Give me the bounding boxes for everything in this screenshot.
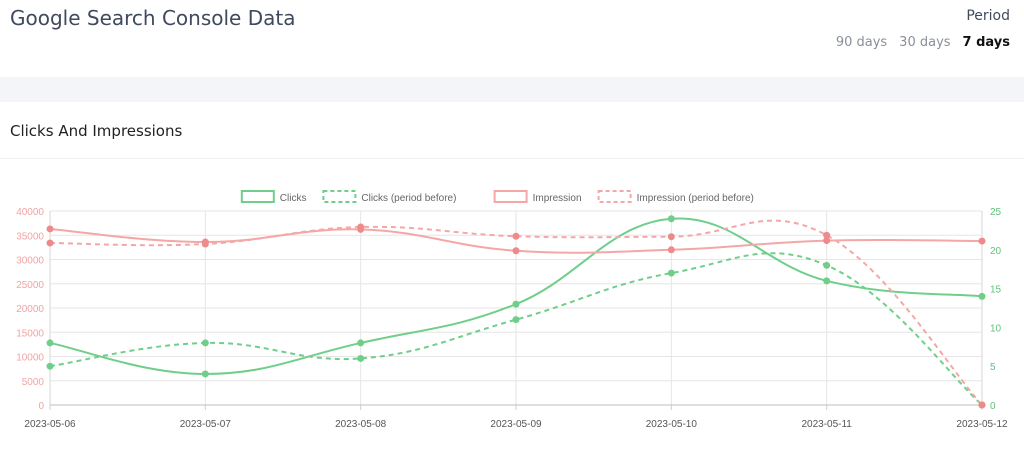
legend-item-clicks[interactable]: Clicks bbox=[240, 190, 307, 204]
y-right-tick-label: 10 bbox=[990, 323, 1002, 334]
data-point-impression-period-before bbox=[357, 223, 365, 231]
data-point-impression bbox=[978, 237, 986, 245]
legend-label: Impression (period before) bbox=[637, 193, 754, 204]
legend-item-impression-period-before[interactable]: Impression (period before) bbox=[597, 190, 754, 204]
data-point-clicks-period-before bbox=[512, 316, 520, 324]
y-right-tick-label: 20 bbox=[990, 246, 1002, 257]
data-point-clicks bbox=[823, 277, 831, 285]
data-point-impression-period-before bbox=[512, 232, 520, 240]
legend-label: Clicks bbox=[280, 193, 307, 204]
data-point-clicks bbox=[512, 300, 520, 308]
data-point-impression bbox=[512, 247, 520, 255]
section-separator-band bbox=[0, 77, 1024, 102]
period-option-30-days[interactable]: 30 days bbox=[899, 35, 951, 50]
legend-item-impression[interactable]: Impression bbox=[493, 190, 582, 204]
data-point-impression-period-before bbox=[46, 239, 54, 247]
y-left-tick-label: 40000 bbox=[16, 207, 44, 218]
page-header: Google Search Console Data Period 90 day… bbox=[0, 0, 1024, 77]
y-left-tick-label: 35000 bbox=[16, 231, 44, 242]
x-tick-label: 2023-05-07 bbox=[180, 419, 232, 430]
data-point-clicks-period-before bbox=[46, 362, 54, 370]
x-tick-label: 2023-05-06 bbox=[24, 419, 76, 430]
period-label: Period bbox=[966, 8, 1010, 24]
data-point-impression bbox=[823, 237, 831, 245]
y-right-tick-label: 0 bbox=[990, 401, 996, 412]
data-point-impression-period-before bbox=[978, 401, 986, 409]
data-point-impression-period-before bbox=[667, 233, 675, 241]
clicks-impressions-chart: 0 5000 10000 15000 20000 25000 30000 35000 40000… bbox=[16, 190, 1008, 430]
data-point-clicks bbox=[357, 339, 365, 347]
data-point-impression bbox=[46, 225, 54, 233]
y-left-tick-label: 0 bbox=[38, 401, 44, 412]
period-option-90-days[interactable]: 90 days bbox=[835, 35, 888, 50]
x-tick-label: 2023-05-12 bbox=[956, 419, 1008, 430]
data-point-clicks bbox=[667, 215, 675, 223]
y-left-tick-label: 5000 bbox=[22, 377, 45, 388]
y-left-tick-label: 30000 bbox=[16, 256, 44, 267]
x-tick-label: 2023-05-08 bbox=[335, 419, 387, 430]
section-title: Clicks And Impressions bbox=[10, 122, 183, 140]
legend-swatch bbox=[493, 190, 528, 203]
y-left-tick-label: 10000 bbox=[16, 353, 44, 364]
data-point-clicks-period-before bbox=[823, 261, 831, 269]
data-point-clicks-period-before bbox=[667, 269, 675, 277]
legend-item-clicks-period-before[interactable]: Clicks (period before) bbox=[322, 190, 456, 204]
legend-swatch bbox=[597, 190, 632, 203]
data-point-impression bbox=[667, 246, 675, 254]
y-left-tick-label: 20000 bbox=[16, 304, 44, 315]
legend-label: Impression bbox=[533, 193, 582, 204]
data-point-impression-period-before bbox=[201, 240, 209, 248]
y-left-tick-label: 25000 bbox=[16, 280, 44, 291]
x-tick-label: 2023-05-09 bbox=[490, 419, 542, 430]
data-point-clicks-period-before bbox=[357, 354, 365, 362]
period-option-7-days[interactable]: 7 days bbox=[962, 35, 1010, 50]
y-right-tick-label: 25 bbox=[990, 207, 1002, 218]
y-right-tick-label: 15 bbox=[990, 285, 1002, 296]
y-left-tick-label: 15000 bbox=[16, 328, 44, 339]
data-point-clicks bbox=[978, 292, 986, 300]
data-point-impression-period-before bbox=[823, 231, 831, 239]
page-title: Google Search Console Data bbox=[10, 6, 296, 30]
data-point-clicks bbox=[46, 339, 54, 347]
x-tick-label: 2023-05-11 bbox=[801, 419, 852, 430]
y-right-tick-label: 5 bbox=[990, 362, 996, 373]
legend-swatch bbox=[240, 190, 275, 203]
data-point-clicks bbox=[201, 370, 209, 378]
legend-swatch bbox=[322, 190, 357, 203]
data-point-clicks-period-before bbox=[201, 339, 209, 347]
period-selector: 90 days 30 days 7 days bbox=[836, 35, 1010, 50]
section-divider bbox=[0, 158, 1024, 159]
x-tick-label: 2023-05-10 bbox=[646, 419, 698, 430]
legend-label: Clicks (period before) bbox=[361, 193, 456, 204]
